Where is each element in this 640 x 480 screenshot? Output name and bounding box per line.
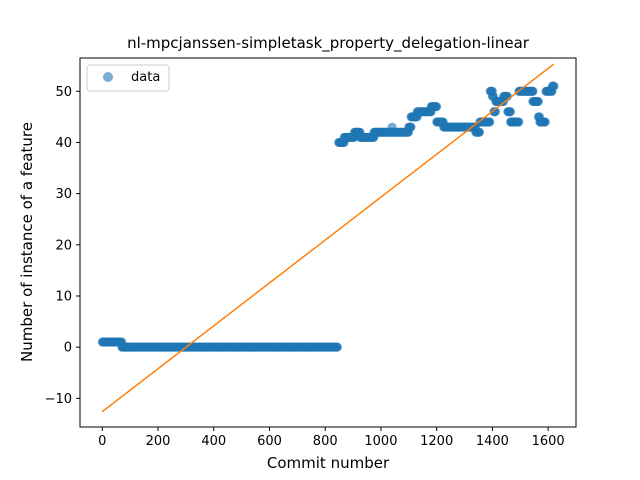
legend: data	[86, 64, 170, 92]
data-point	[475, 127, 485, 137]
data-point	[540, 117, 550, 127]
x-tick-label: 200	[146, 434, 171, 449]
y-axis-ticks: −10 0 10 20 30 40 50	[45, 85, 80, 407]
plot-frame	[79, 57, 577, 428]
legend-box	[86, 64, 170, 92]
x-tick-label: 600	[257, 434, 282, 449]
legend-marker	[103, 72, 113, 82]
data-layer	[97, 63, 559, 413]
y-tick-label: 10	[55, 289, 72, 304]
x-axis-ticks: 0 200 400 600 800 1000 1200 1400 1600	[98, 427, 565, 449]
data-point	[514, 117, 524, 127]
data-point	[482, 117, 492, 127]
legend-label-data: data	[131, 70, 160, 85]
data-point	[387, 122, 397, 132]
x-axis-title: Commit number	[267, 454, 390, 472]
data-point	[528, 86, 538, 96]
x-tick-label: 1000	[364, 434, 397, 449]
x-tick-label: 0	[98, 434, 106, 449]
chart-title: nl-mpcjanssen-simpletask_property_delega…	[127, 34, 530, 53]
data-point	[406, 122, 416, 132]
y-tick-label: −10	[45, 392, 72, 407]
y-axis-title: Number of instance of a feature	[18, 122, 36, 362]
x-tick-label: 1600	[532, 434, 565, 449]
y-tick-label: 20	[55, 238, 72, 253]
data-point	[506, 107, 516, 117]
y-tick-label: 30	[55, 187, 72, 202]
series-fit-line	[101, 63, 555, 413]
data-point	[332, 342, 342, 352]
data-point	[549, 81, 559, 91]
data-point	[533, 97, 543, 106]
y-tick-label: 50	[55, 85, 72, 100]
y-tick-label: 0	[64, 341, 72, 356]
data-point	[432, 102, 442, 112]
x-tick-label: 1200	[420, 434, 453, 449]
data-point	[490, 107, 500, 117]
x-tick-label: 800	[313, 434, 338, 449]
x-tick-label: 400	[201, 434, 226, 449]
x-tick-label: 1400	[476, 434, 509, 449]
y-tick-label: 40	[55, 136, 72, 151]
